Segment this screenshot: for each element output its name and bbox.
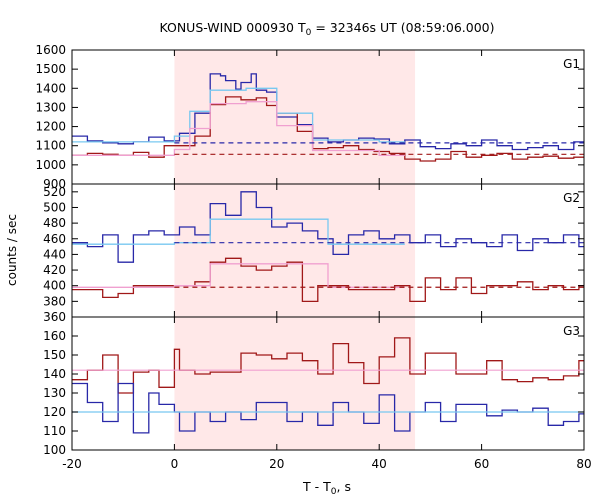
panel-g2 bbox=[72, 191, 584, 303]
y-tick-label: 1200 bbox=[35, 120, 66, 134]
y-tick-label: 500 bbox=[43, 200, 66, 214]
panel-label: G2 bbox=[563, 191, 580, 205]
x-tick-label: 80 bbox=[576, 457, 591, 471]
y-tick-label: 1000 bbox=[35, 158, 66, 172]
y-tick-label: 380 bbox=[43, 294, 66, 308]
y-tick-label: 480 bbox=[43, 216, 66, 230]
x-tick-label: 40 bbox=[372, 457, 387, 471]
y-tick-label: 110 bbox=[43, 424, 66, 438]
x-tick-label: 0 bbox=[171, 457, 179, 471]
panel-g3 bbox=[72, 337, 584, 434]
y-tick-label: 440 bbox=[43, 247, 66, 261]
series-red-step-0-1 bbox=[72, 96, 584, 162]
y-tick-label: 520 bbox=[43, 185, 66, 199]
y-tick-label: 360 bbox=[43, 310, 66, 324]
x-tick-label: 20 bbox=[269, 457, 284, 471]
series-blue-step-1-0 bbox=[72, 191, 584, 263]
panel-label: G3 bbox=[563, 324, 580, 338]
series-blue-step-0-0 bbox=[72, 73, 584, 151]
y-tick-label: 140 bbox=[43, 367, 66, 381]
y-tick-label: 1600 bbox=[35, 43, 66, 57]
series-blue-step-2-1 bbox=[72, 382, 584, 434]
y-tick-label: 460 bbox=[43, 232, 66, 246]
panel-label: G1 bbox=[563, 57, 580, 71]
chart-title: KONUS-WIND 000930 T0 = 32346s UT (08:59:… bbox=[159, 20, 494, 38]
x-axis-label: T - T0, s bbox=[302, 479, 351, 497]
data-layer bbox=[72, 73, 584, 434]
y-tick-label: 150 bbox=[43, 348, 66, 362]
series-lightblue-step-0-2 bbox=[72, 87, 405, 143]
panel-frame-g3 bbox=[71, 316, 585, 451]
x-tick-label: -20 bbox=[62, 457, 82, 471]
y-tick-label: 420 bbox=[43, 263, 66, 277]
axis-layer: 9001000110012001300140015001600G13603804… bbox=[35, 43, 591, 471]
y-axis-label: counts / sec bbox=[5, 214, 19, 286]
y-tick-label: 160 bbox=[43, 329, 66, 343]
y-tick-label: 1400 bbox=[35, 81, 66, 95]
series-pink-step-0-3 bbox=[72, 101, 405, 156]
panel-g1 bbox=[72, 73, 584, 162]
x-tick-label: 60 bbox=[474, 457, 489, 471]
y-tick-label: 400 bbox=[43, 279, 66, 293]
y-tick-label: 900 bbox=[43, 177, 66, 191]
y-tick-label: 1500 bbox=[35, 62, 66, 76]
y-tick-label: 120 bbox=[43, 405, 66, 419]
y-tick-label: 130 bbox=[43, 386, 66, 400]
y-tick-label: 1300 bbox=[35, 100, 66, 114]
series-pink-step-1-3 bbox=[72, 263, 405, 288]
y-tick-label: 1100 bbox=[35, 139, 66, 153]
y-tick-label: 100 bbox=[43, 443, 66, 457]
